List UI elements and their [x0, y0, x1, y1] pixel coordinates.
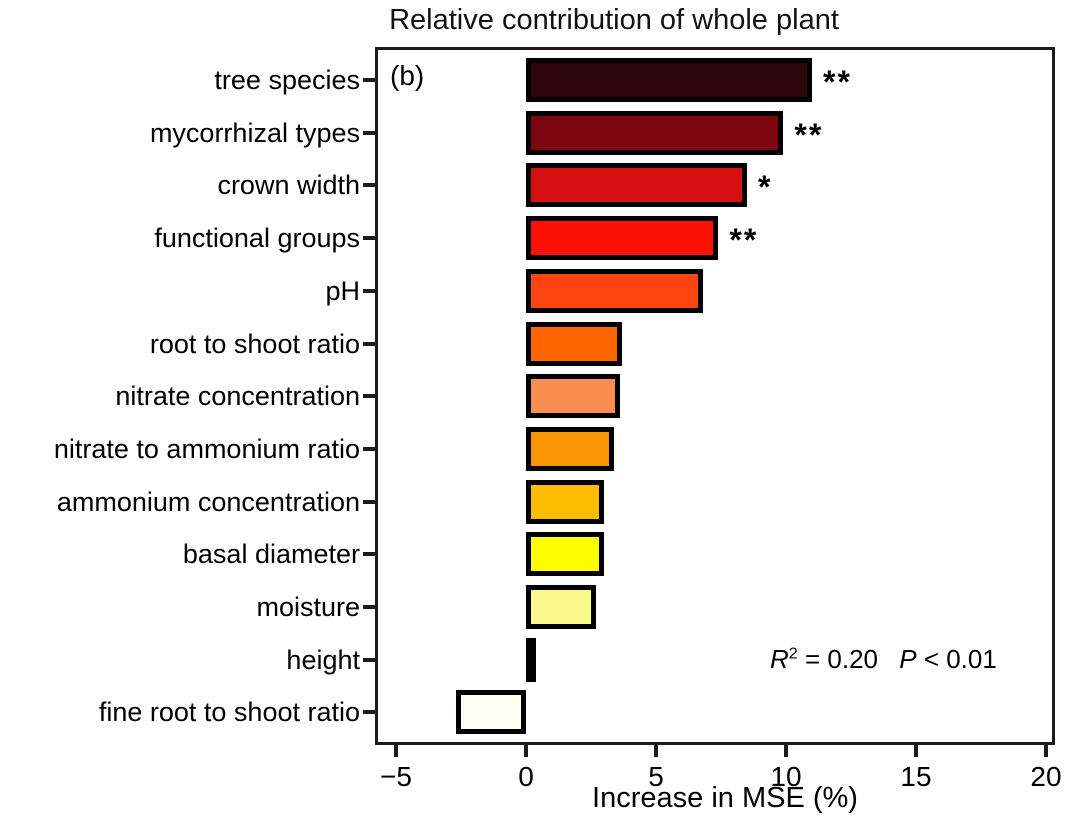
- bar-basal-diameter: [526, 532, 604, 577]
- stats-annotation: R2 = 0.20 P < 0.01: [770, 644, 997, 675]
- x-axis-label: Increase in MSE (%): [592, 782, 858, 814]
- y-tick-mark: [363, 78, 375, 82]
- x-tick-label: −5: [380, 761, 412, 792]
- y-tick-mark: [363, 605, 375, 609]
- significance-marker: **: [794, 116, 824, 153]
- category-label-functional-groups: functional groups: [154, 223, 360, 254]
- x-tick-label: 20: [1030, 761, 1062, 792]
- bar-fine-root-to-shoot-ratio: [455, 690, 526, 735]
- p-symbol: P: [899, 644, 917, 674]
- bar-crown-width: [526, 163, 747, 208]
- category-label-crown-width: crown width: [217, 170, 360, 201]
- bar-moisture: [526, 585, 597, 629]
- category-label-pH: pH: [325, 275, 360, 306]
- x-tick-label: 0: [518, 761, 534, 792]
- x-tick-mark: [394, 745, 398, 757]
- panel-label: (b): [390, 60, 425, 91]
- r-squared-value: = 0.20: [804, 644, 878, 674]
- category-label-ammonium-concentration: ammonium concentration: [56, 486, 360, 517]
- bar-root-to-shoot-ratio: [526, 321, 623, 366]
- bar-ammonium-concentration: [526, 479, 604, 524]
- y-tick-mark: [363, 183, 375, 188]
- y-tick-mark: [363, 341, 375, 346]
- y-tick-mark: [363, 499, 375, 504]
- category-label-basal-diameter: basal diameter: [182, 539, 360, 570]
- category-label-nitrate-concentration: nitrate concentration: [115, 381, 360, 412]
- bar-pH: [526, 268, 703, 313]
- x-tick-mark: [914, 745, 918, 757]
- bar-height: [526, 637, 536, 682]
- p-value: < 0.01: [923, 644, 997, 674]
- bar-nitrate-concentration: [526, 374, 620, 419]
- x-tick-label: 5: [648, 761, 664, 792]
- y-tick-mark: [363, 236, 375, 241]
- category-label-mycorrhizal-types: mycorrhizal types: [149, 117, 360, 148]
- bar-nitrate-to-ammonium-ratio: [526, 426, 615, 471]
- y-tick-mark: [363, 446, 375, 451]
- bar-functional-groups: [526, 216, 719, 261]
- bar-tree-species: [526, 58, 812, 102]
- y-tick-mark: [363, 288, 375, 293]
- plot-frame: [375, 47, 1055, 745]
- significance-marker: **: [729, 222, 759, 259]
- bar-mycorrhizal-types: [526, 110, 784, 155]
- y-tick-mark: [363, 552, 375, 557]
- y-tick-mark: [363, 130, 375, 135]
- x-tick-mark: [524, 745, 528, 757]
- y-tick-mark: [363, 394, 375, 399]
- category-label-height: height: [286, 644, 360, 675]
- category-label-tree-species: tree species: [214, 65, 360, 95]
- significance-marker: *: [758, 169, 773, 206]
- r-squared-exponent: 2: [788, 644, 798, 663]
- chart-title: Relative contribution of whole plant: [389, 4, 839, 36]
- x-tick-label: 10: [770, 761, 802, 792]
- x-tick-mark: [784, 745, 788, 757]
- category-label-nitrate-to-ammonium-ratio: nitrate to ammonium ratio: [53, 433, 360, 464]
- category-label-moisture: moisture: [256, 592, 360, 622]
- y-tick-mark: [363, 657, 375, 662]
- significance-marker: **: [823, 64, 852, 100]
- category-label-root-to-shoot-ratio: root to shoot ratio: [149, 328, 360, 359]
- category-label-fine-root-to-shoot-ratio: fine root to shoot ratio: [98, 697, 360, 728]
- r-squared-symbol: R: [770, 644, 789, 674]
- x-tick-mark: [654, 745, 658, 757]
- x-tick-label: 15: [900, 761, 932, 792]
- y-tick-mark: [363, 710, 375, 715]
- x-tick-mark: [1044, 745, 1048, 757]
